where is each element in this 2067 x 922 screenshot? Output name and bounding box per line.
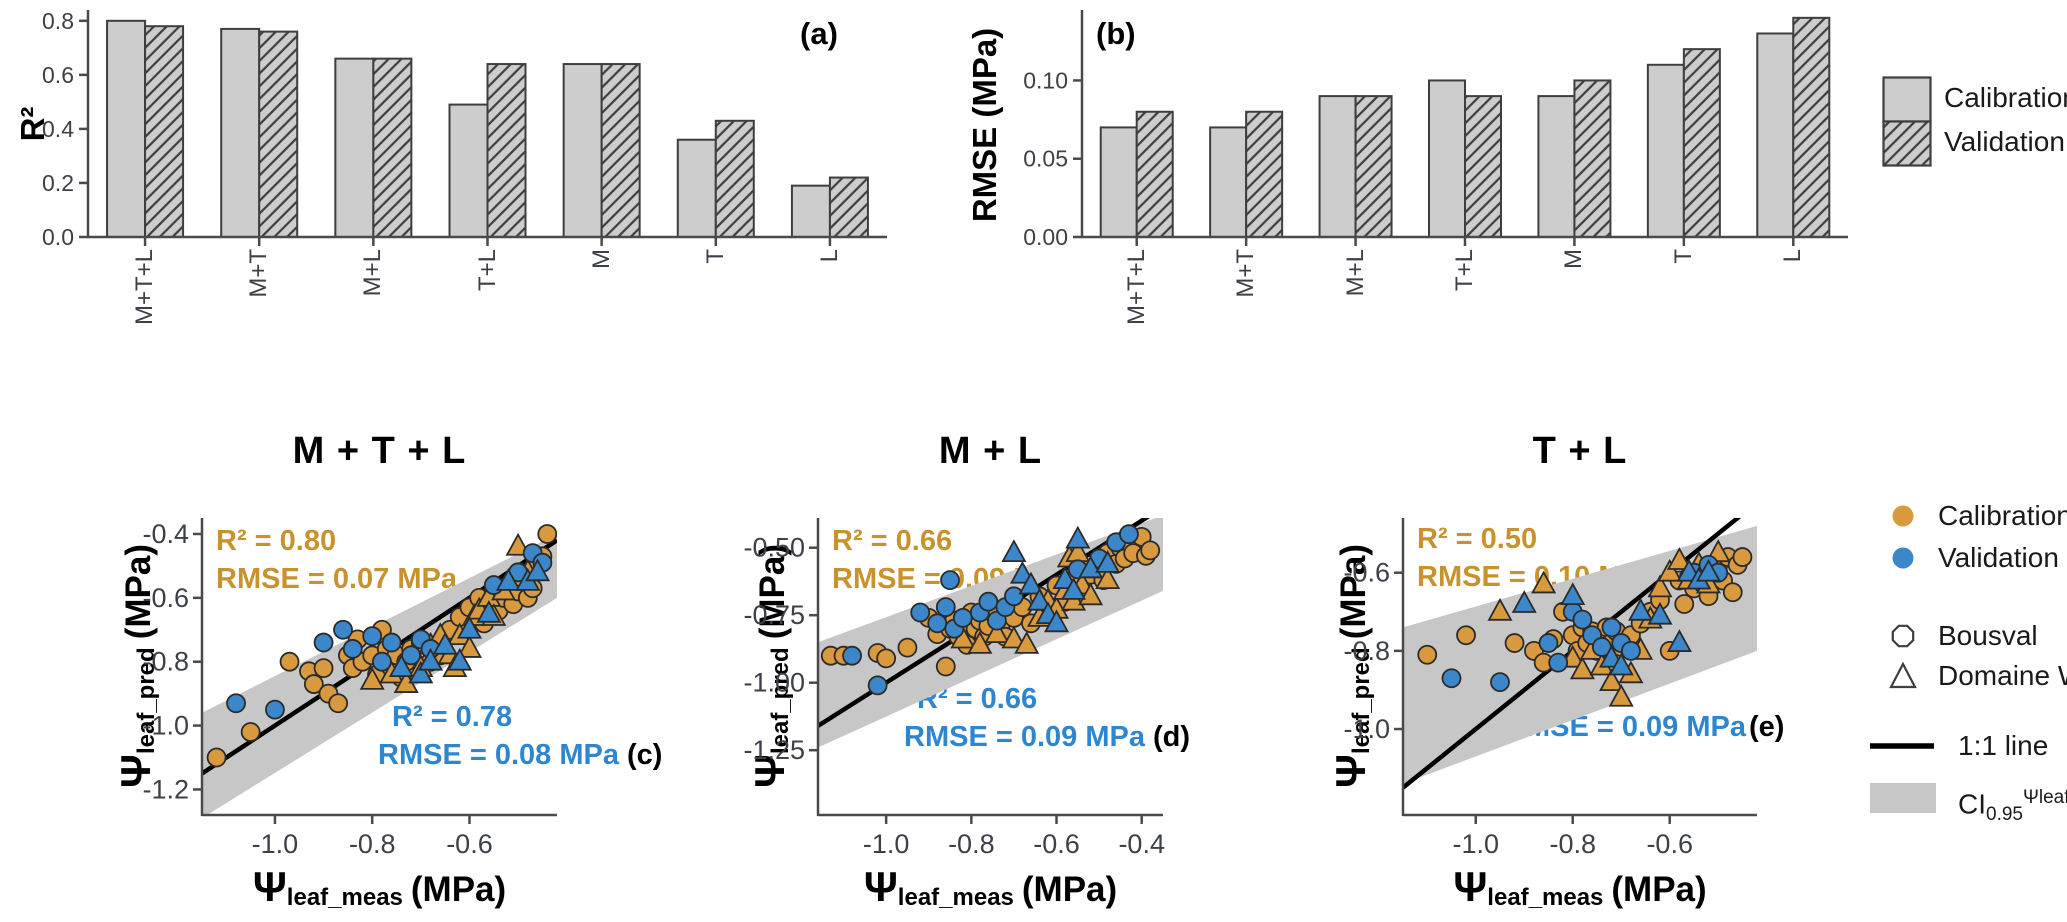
panel-b: RMSE (MPa) (b) 0.00 0.05 0.10 M+T+L M+T M+L T+… — [950, 0, 1870, 332]
validation-rmse-line: RMSE = 0.09 MPa (d) — [904, 718, 1190, 756]
svg-text:-0.50: -0.50 — [743, 533, 805, 563]
calibration-point-icon — [1892, 505, 1914, 527]
panel-c: M + T + L Ψleaf_pred(MPa) Ψleaf_meas (MPa… — [60, 330, 700, 922]
scatter-legend-bousval-label: Bousval — [1938, 620, 2038, 651]
svg-text:-1.0: -1.0 — [1452, 829, 1499, 859]
panel-d-chart: -1.0 -0.8 -0.6 -0.4 -0.50 -0.75 -1.00 -1.25 — [743, 518, 1165, 859]
svg-text:-1.00: -1.00 — [743, 668, 805, 698]
panel-e-chart: -1.0 -0.8 -0.6 -0.6 -0.8 -1.0 — [1343, 518, 1757, 859]
svg-text:-1.0: -1.0 — [1343, 714, 1390, 744]
svg-text:0.0: 0.0 — [42, 224, 74, 250]
panel-c-title: M + T + L — [292, 430, 467, 472]
validation-stats-c: R² = 0.78 RMSE = 0.08 MPa (c) — [378, 698, 662, 774]
bar-legend-calibration-label: Calibration — [1944, 82, 2067, 113]
svg-text:-1.2: -1.2 — [142, 774, 189, 804]
scatter-legend-ci-label: CI0.95Ψleaf — [1958, 787, 2067, 825]
svg-text:-1.0: -1.0 — [863, 829, 910, 859]
panel-d: M + L Ψleaf_pred(MPa) Ψleaf_meas (MPa) R²… — [700, 330, 1285, 922]
panel-b-chart: 0.00 0.05 0.10 — [1023, 10, 1848, 250]
scatter-legend: Calibration Validation Bousval Domaine W… — [1858, 420, 2067, 900]
svg-text:0.10: 0.10 — [1023, 67, 1068, 93]
bar-legend-validation-label: Validation — [1944, 126, 2065, 157]
svg-text:-0.6: -0.6 — [1646, 829, 1693, 859]
scatter-legend-1-1-line-label: 1:1 line — [1958, 730, 2049, 761]
panel-e-label: (e) — [1748, 711, 1785, 743]
validation-r2-text: R² = 0.78 — [392, 701, 513, 733]
svg-text:-0.8: -0.8 — [1343, 636, 1390, 666]
ci-band-icon — [1870, 783, 1936, 813]
one-to-one-line-icon — [1870, 743, 1934, 749]
svg-text:-0.8: -0.8 — [349, 829, 396, 859]
psi-symbol: Ψ — [863, 863, 898, 910]
domaine-w-triangle-icon — [1889, 661, 1917, 689]
panel-e-xlabel: Ψleaf_meas (MPa) — [1453, 863, 1707, 912]
panel-a-label: (a) — [800, 16, 838, 51]
svg-text:-1.0: -1.0 — [142, 711, 189, 741]
svg-text:0.00: 0.00 — [1023, 224, 1068, 250]
panel-c-xlabel: Ψleaf_meas (MPa) — [252, 863, 507, 912]
panel-d-title: M + L — [938, 430, 1043, 472]
svg-text:-0.8: -0.8 — [142, 647, 189, 677]
panel-c-chart: -1.0 -0.8 -0.6 -0.4 -0.6 -0.8 -1.0 -1.2 — [142, 518, 557, 859]
bousval-circle-icon — [1891, 624, 1915, 648]
calibration-stats-c: R² = 0.80 RMSE = 0.07 MPa — [216, 522, 457, 598]
scatter-legend-calibration-label: Calibration — [1938, 500, 2067, 531]
svg-text:0.6: 0.6 — [42, 62, 74, 88]
svg-text:-1.25: -1.25 — [743, 735, 805, 765]
svg-text:-0.6: -0.6 — [1343, 558, 1390, 588]
svg-text:0.8: 0.8 — [42, 8, 74, 34]
validation-rmse-text: RMSE = 0.09 MPa — [904, 721, 1145, 753]
svg-text:-0.8: -0.8 — [1549, 829, 1596, 859]
validation-rmse-text: RMSE = 0.08 MPa — [378, 739, 619, 771]
svg-text:-0.6: -0.6 — [1033, 829, 1080, 859]
svg-text:0.4: 0.4 — [42, 116, 74, 142]
panel-d-xlabel: Ψleaf_meas (MPa) — [863, 863, 1118, 912]
calibration-r2-text: R² = 0.80 — [216, 525, 337, 557]
svg-text:0.05: 0.05 — [1023, 146, 1068, 172]
calibration-r2-text: R² = 0.66 — [832, 525, 953, 557]
svg-text:-0.8: -0.8 — [948, 829, 995, 859]
validation-stats-d: R² = 0.66 RMSE = 0.09 MPa (d) — [904, 680, 1190, 756]
psi-symbol: Ψ — [1453, 863, 1488, 910]
panel-e-title: T + L — [1532, 430, 1628, 472]
svg-text:-0.6: -0.6 — [142, 583, 189, 613]
svg-text:0.2: 0.2 — [42, 170, 74, 196]
svg-text:-0.75: -0.75 — [743, 600, 805, 630]
validation-rmse-line: RMSE = 0.08 MPa (c) — [378, 736, 662, 774]
bar-legend: Calibration Validation — [1870, 62, 2067, 192]
panel-e: T + L Ψleaf_pred(MPa) Ψleaf_meas (MPa) R²… — [1285, 330, 1875, 922]
svg-text:-0.4: -0.4 — [142, 519, 189, 549]
validation-point-icon — [1892, 547, 1914, 569]
panel-d-label: (d) — [1152, 721, 1190, 753]
calibration-rmse-text: RMSE = 0.07 MPa — [216, 563, 457, 595]
panel-a: R² (a) 0.0 0.2 0.4 0.6 0.8 M+T+L M+T M+L T+L M T L — [0, 0, 950, 332]
panel-b-label: (b) — [1096, 16, 1136, 51]
panel-c-label: (c) — [626, 739, 663, 771]
svg-text:-1.0: -1.0 — [252, 829, 299, 859]
psi-symbol: Ψ — [252, 863, 287, 910]
svg-text:-0.6: -0.6 — [446, 829, 493, 859]
bar-legend-swatches-icon — [1882, 76, 1932, 167]
calibration-r2-text: R² = 0.50 — [1417, 523, 1538, 555]
scatter-legend-domaine-w-label: Domaine W — [1938, 660, 2067, 691]
svg-text:-0.4: -0.4 — [1118, 829, 1165, 859]
scatter-legend-validation-label: Validation — [1938, 542, 2059, 573]
panel-a-chart: 0.0 0.2 0.4 0.6 0.8 — [42, 8, 887, 250]
